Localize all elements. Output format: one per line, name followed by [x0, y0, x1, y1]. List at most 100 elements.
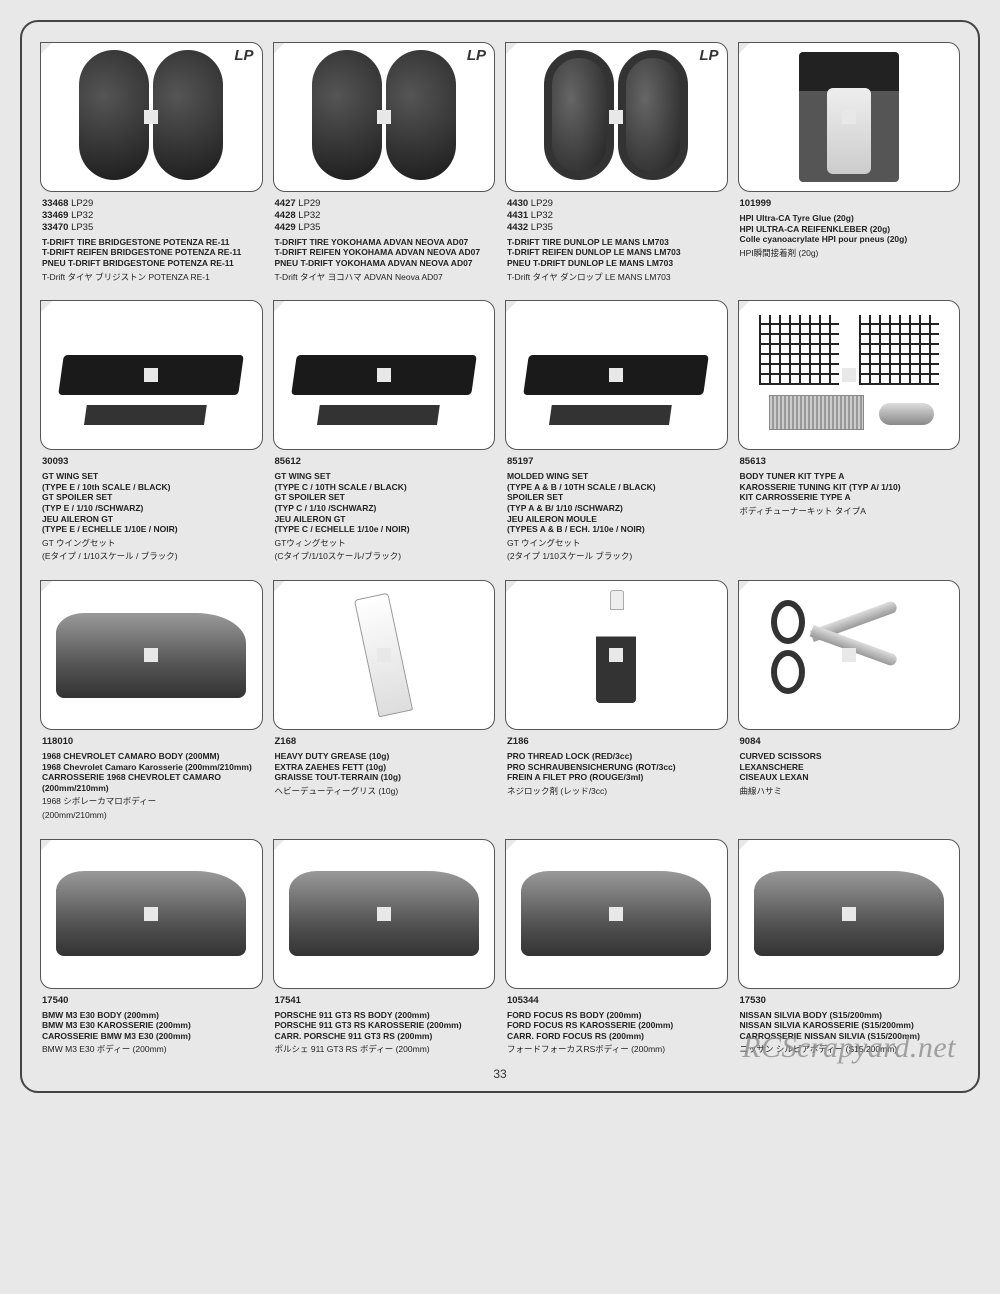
product-image-box: [738, 839, 961, 989]
catalog-cell: 17530NISSAN SILVIA BODY (S15/200mm)NISSA…: [738, 839, 961, 1063]
product-image: [754, 871, 944, 956]
lp-badge: LP: [467, 47, 486, 64]
product-title: BMW M3 E30 KAROSSERIE (200mm): [42, 1020, 261, 1031]
product-title: (TYPE A & B / 10TH SCALE / BLACK): [507, 482, 726, 493]
product-title: Colle cyanoacrylate HPI pour pneus (20g): [740, 234, 959, 245]
product-image-box: [273, 300, 496, 450]
product-title: T-DRIFT TIRE BRIDGESTONE POTENZA RE-11: [42, 237, 261, 248]
product-title: (TYPE C / ECHELLE 1/10e / NOIR): [275, 524, 494, 535]
product-description: Z186PRO THREAD LOCK (RED/3cc)PRO SCHRAUB…: [505, 730, 728, 804]
catalog-cell: Z186PRO THREAD LOCK (RED/3cc)PRO SCHRAUB…: [505, 580, 728, 829]
product-title-jp: ヘビーデューティーグリス (10g): [275, 786, 494, 797]
product-title: PNEU T-DRIFT DUNLOP LE MANS LM703: [507, 258, 726, 269]
product-title: KAROSSERIE TUNING KIT (TYP A/ 1/10): [740, 482, 959, 493]
page-number: 33: [40, 1067, 960, 1081]
part-number: 17541: [275, 995, 494, 1007]
product-description: 4427 LP294428 LP324429 LP35 T-DRIFT TIRE …: [273, 192, 496, 290]
product-title-jp: T-Drift タイヤ ヨコハマ ADVAN Neova AD07: [275, 272, 494, 283]
part-number: 33469 LP32: [42, 210, 261, 222]
product-title: CISEAUX LEXAN: [740, 772, 959, 783]
part-number: 4430 LP29: [507, 198, 726, 210]
product-title-jp: 1968 シボレーカマロボディー: [42, 796, 261, 807]
product-title: SPOILER SET: [507, 492, 726, 503]
product-image: [77, 50, 225, 185]
product-title: PRO THREAD LOCK (RED/3cc): [507, 751, 726, 762]
part-number: 4431 LP32: [507, 210, 726, 222]
product-title: 1968 CHEVROLET CAMARO BODY (200MM): [42, 751, 261, 762]
product-image-box: [505, 580, 728, 730]
product-title: PORSCHE 911 GT3 RS KAROSSERIE (200mm): [275, 1020, 494, 1031]
product-image: [596, 608, 636, 703]
product-image: [310, 50, 458, 185]
catalog-cell: 101999HPI Ultra-CA Tyre Glue (20g)HPI UL…: [738, 42, 961, 290]
product-title-jp: ニッサン シルビアボディー (S15/200mm): [740, 1044, 959, 1055]
product-image-box: [505, 839, 728, 989]
product-title: 1968 Chevrolet Camaro Karosserie (200mm/…: [42, 762, 261, 773]
part-number: 30093: [42, 456, 261, 468]
product-title: T-DRIFT TIRE DUNLOP LE MANS LM703: [507, 237, 726, 248]
part-number: 105344: [507, 995, 726, 1007]
catalog-cell: 9084CURVED SCISSORSLEXANSCHERECISEAUX LE…: [738, 580, 961, 829]
catalog-cell: LP 33468 LP2933469 LP3233470 LP35T-DRIFT …: [40, 42, 263, 290]
product-title: (TYP C / 1/10 /SCHWARZ): [275, 503, 494, 514]
catalog-cell: 118010 1968 CHEVROLET CAMARO BODY (200MM)…: [40, 580, 263, 829]
catalog-cell: LP 4427 LP294428 LP324429 LP35 T-DRIFT TIR…: [273, 42, 496, 290]
product-description: 85613BODY TUNER KIT TYPE AKAROSSERIE TUN…: [738, 450, 961, 524]
catalog-cell: 17540BMW M3 E30 BODY (200mm)BMW M3 E30 K…: [40, 839, 263, 1063]
catalog-cell: 30093GT WING SET(TYPE E / 10th SCALE / B…: [40, 300, 263, 570]
parts-grid: LP 33468 LP2933469 LP3233470 LP35T-DRIFT …: [40, 42, 960, 1063]
product-title: (TYPES A & B / ECH. 1/10e / NOIR): [507, 524, 726, 535]
product-title-jp: T-Drift タイヤ ブリジストン POTENZA RE-1: [42, 272, 261, 283]
product-title: (TYPE C / 10TH SCALE / BLACK): [275, 482, 494, 493]
product-title: LEXANSCHERE: [740, 762, 959, 773]
product-title-jp: (2タイプ 1/10スケール ブラック): [507, 551, 726, 562]
product-title: JEU AILERON MOULE: [507, 514, 726, 525]
product-description: 30093GT WING SET(TYPE E / 10th SCALE / B…: [40, 450, 263, 570]
product-title: NISSAN SILVIA BODY (S15/200mm): [740, 1010, 959, 1021]
product-description: 17541 PORSCHE 911 GT3 RS BODY (200mm)PORS…: [273, 989, 496, 1063]
lp-badge: LP: [234, 47, 253, 64]
product-description: 33468 LP2933469 LP3233470 LP35T-DRIFT TI…: [40, 192, 263, 290]
lp-badge: LP: [699, 47, 718, 64]
part-number: Z186: [507, 736, 726, 748]
product-description: 17540BMW M3 E30 BODY (200mm)BMW M3 E30 K…: [40, 989, 263, 1063]
part-number: 85612: [275, 456, 494, 468]
product-image-box: LP: [273, 42, 496, 192]
part-number: 33470 LP35: [42, 222, 261, 234]
catalog-cell: Z168HEAVY DUTY GREASE (10g)EXTRA ZAEHES …: [273, 580, 496, 829]
product-image: [56, 613, 246, 698]
product-image: [526, 355, 706, 395]
product-title-jp: ポルシェ 911 GT3 RS ボディー (200mm): [275, 1044, 494, 1055]
product-title: EXTRA ZAEHES FETT (10g): [275, 762, 494, 773]
product-title: PORSCHE 911 GT3 RS BODY (200mm): [275, 1010, 494, 1021]
product-title: T-DRIFT TIRE YOKOHAMA ADVAN NEOVA AD07: [275, 237, 494, 248]
part-number: 4429 LP35: [275, 222, 494, 234]
product-image-box: [738, 580, 961, 730]
product-title: MOLDED WING SET: [507, 471, 726, 482]
catalog-cell: LP 4430 LP294431 LP324432 LP35T-DRIFT TIR…: [505, 42, 728, 290]
product-title: CARR. FORD FOCUS RS (200mm): [507, 1031, 726, 1042]
catalog-cell: 85197MOLDED WING SET(TYPE A & B / 10TH S…: [505, 300, 728, 570]
product-title-jp: (200mm/210mm): [42, 810, 261, 821]
part-number: 118010: [42, 736, 261, 748]
product-image: [542, 50, 690, 185]
product-title-jp: (Eタイプ / 1/10スケール / ブラック): [42, 551, 261, 562]
catalog-cell: 85612 GT WING SET(TYPE C / 10TH SCALE / B…: [273, 300, 496, 570]
product-image: [759, 315, 939, 435]
product-description: 4430 LP294431 LP324432 LP35T-DRIFT TIRE …: [505, 192, 728, 290]
part-number: 4428 LP32: [275, 210, 494, 222]
product-title: FORD FOCUS RS BODY (200mm): [507, 1010, 726, 1021]
part-number: 4427 LP29: [275, 198, 494, 210]
product-title: (TYPE E / ECHELLE 1/10E / NOIR): [42, 524, 261, 535]
product-title: BODY TUNER KIT TYPE A: [740, 471, 959, 482]
product-title: KIT CARROSSERIE TYPE A: [740, 492, 959, 503]
product-image: [799, 52, 899, 182]
product-title: GT WING SET: [275, 471, 494, 482]
product-title: (TYP A & B/ 1/10 /SCHWARZ): [507, 503, 726, 514]
product-title: GT SPOILER SET: [42, 492, 261, 503]
product-description: 17530NISSAN SILVIA BODY (S15/200mm)NISSA…: [738, 989, 961, 1063]
product-title: HPI Ultra-CA Tyre Glue (20g): [740, 213, 959, 224]
catalog-cell: 85613BODY TUNER KIT TYPE AKAROSSERIE TUN…: [738, 300, 961, 570]
product-image: [769, 595, 929, 715]
product-title: HPI ULTRA-CA REIFENKLEBER (20g): [740, 224, 959, 235]
